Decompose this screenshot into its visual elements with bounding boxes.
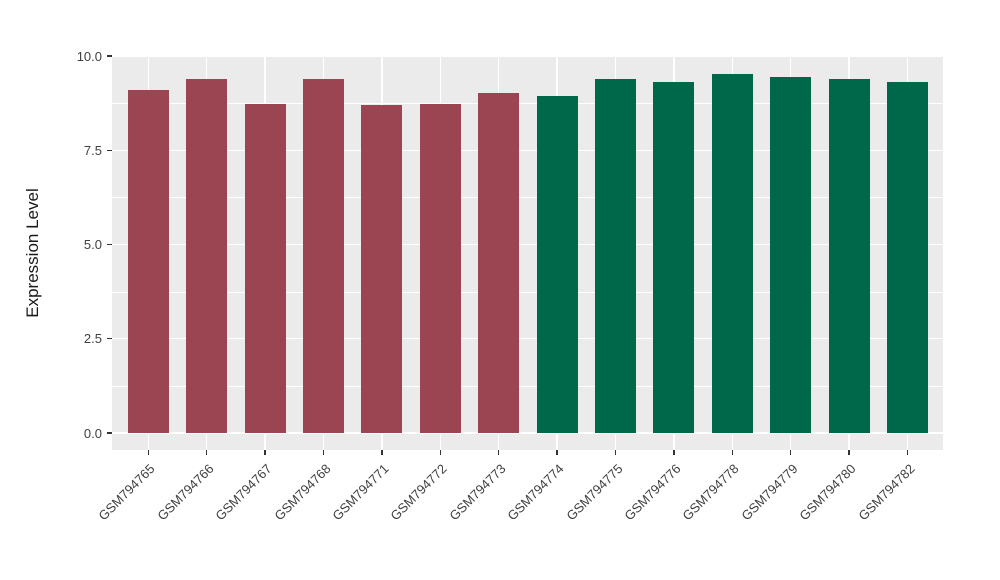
- x-tick-mark: [498, 450, 500, 455]
- minor-gridline: [112, 385, 943, 387]
- x-tick-label-GSM794772: GSM794772: [387, 461, 450, 524]
- x-tick-label-GSM794765: GSM794765: [95, 461, 158, 524]
- bar-GSM794768: [303, 78, 344, 433]
- major-gridline: [112, 55, 943, 57]
- y-tick-mark: [107, 338, 112, 340]
- x-tick-mark: [556, 450, 558, 455]
- x-tick-label-GSM794768: GSM794768: [270, 461, 334, 524]
- x-tick-label-GSM794774: GSM794774: [504, 461, 567, 524]
- x-tick-label-GSM794779: GSM794779: [738, 461, 801, 524]
- x-tick-mark: [381, 450, 383, 455]
- x-tick-mark: [147, 450, 149, 455]
- bar-GSM794782: [887, 81, 928, 433]
- x-tick-label-GSM794782: GSM794782: [854, 461, 918, 524]
- x-tick-mark: [264, 450, 266, 455]
- minor-gridline: [112, 197, 943, 199]
- x-tick-label-GSM794778: GSM794778: [679, 461, 742, 524]
- x-tick-mark: [206, 450, 208, 455]
- bar-GSM794775: [595, 79, 636, 433]
- x-tick-label-GSM794766: GSM794766: [154, 461, 217, 524]
- major-gridline: [112, 149, 943, 151]
- x-tick-mark: [790, 450, 792, 455]
- bar-GSM794765: [127, 89, 169, 433]
- bar-GSM794774: [536, 96, 578, 433]
- minor-gridline: [112, 103, 943, 104]
- bar-GSM794766: [186, 78, 228, 433]
- y-tick-label: 10.0: [76, 48, 102, 64]
- y-tick-mark: [107, 243, 112, 246]
- x-tick-mark: [673, 450, 675, 455]
- bar-GSM794779: [770, 76, 812, 433]
- major-gridline: [112, 243, 943, 246]
- x-tick-mark: [614, 450, 617, 455]
- x-tick-label-GSM794773: GSM794773: [446, 461, 509, 524]
- x-tick-mark: [731, 450, 733, 455]
- bar-GSM794771: [361, 105, 403, 433]
- bar-GSM794772: [419, 103, 461, 433]
- x-tick-mark: [848, 450, 850, 455]
- y-tick-mark: [107, 432, 112, 434]
- y-tick-label: 0.0: [83, 425, 102, 441]
- major-gridline: [112, 432, 943, 434]
- y-tick-label: 7.5: [83, 142, 102, 158]
- x-tick-label-GSM794780: GSM794780: [796, 461, 859, 524]
- x-tick-mark: [322, 450, 325, 455]
- x-tick-mark: [439, 450, 441, 455]
- y-tick-label: 2.5: [83, 331, 102, 347]
- major-gridline: [112, 338, 943, 340]
- bar-GSM794767: [244, 104, 286, 433]
- x-tick-mark: [906, 450, 909, 455]
- x-tick-label-GSM794767: GSM794767: [212, 461, 275, 524]
- bar-GSM794780: [828, 78, 870, 433]
- y-axis-title: Expression Level: [23, 188, 42, 318]
- y-tick-label: 5.0: [83, 237, 102, 252]
- y-tick-mark: [107, 149, 112, 151]
- x-tick-label-GSM794771: GSM794771: [329, 461, 392, 524]
- x-tick-label-GSM794775: GSM794775: [562, 461, 626, 524]
- minor-gridline: [112, 291, 943, 293]
- bar-GSM794776: [653, 81, 695, 433]
- x-tick-label-GSM794776: GSM794776: [621, 461, 684, 524]
- plot-panel: [112, 55, 943, 450]
- bar-GSM794773: [478, 92, 520, 433]
- bar-GSM794778: [711, 74, 753, 433]
- y-tick-mark: [107, 55, 112, 57]
